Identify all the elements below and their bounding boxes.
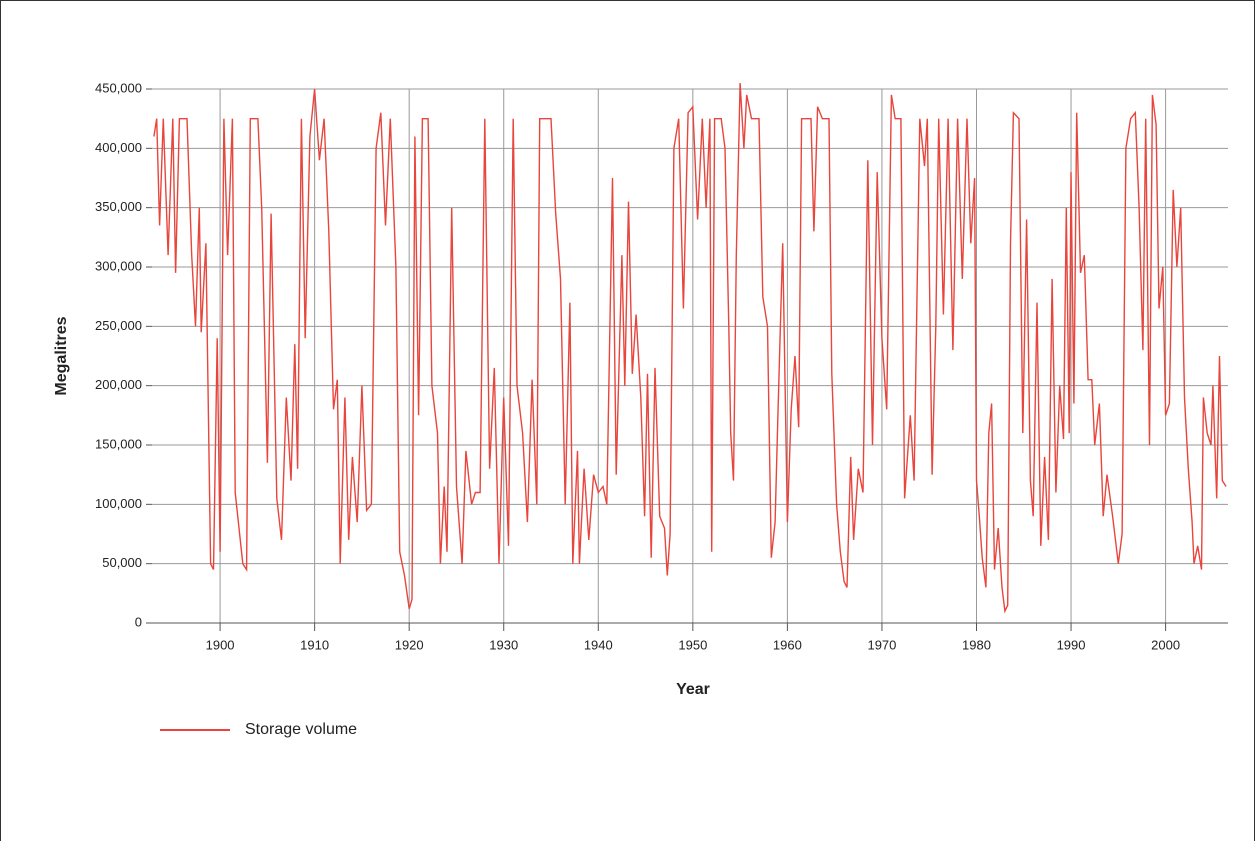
x-tick-label: 1970 — [867, 637, 896, 652]
x-axis-title: Year — [676, 681, 710, 698]
x-tick-label: 1980 — [962, 637, 991, 652]
x-tick-label: 1910 — [300, 637, 329, 652]
legend-label: Storage volume — [245, 721, 357, 738]
x-tick-label: 1990 — [1057, 637, 1086, 652]
y-tick-label: 100,000 — [95, 496, 142, 511]
y-tick-label: 350,000 — [95, 199, 142, 214]
y-tick-label: 300,000 — [95, 258, 142, 273]
y-tick-label: 50,000 — [102, 555, 142, 570]
y-tick-label: 450,000 — [95, 80, 142, 95]
y-axis-title: Megalitres — [53, 316, 70, 395]
series-line — [153, 83, 1227, 614]
x-tick-label: 1960 — [773, 637, 802, 652]
y-tick-label: 250,000 — [95, 318, 142, 333]
y-tick-label: 0 — [135, 614, 142, 629]
x-tick-label: 1900 — [206, 637, 235, 652]
y-tick-label: 150,000 — [95, 436, 142, 451]
x-tick-label: 2000 — [1151, 637, 1180, 652]
x-tick-label: 1920 — [395, 637, 424, 652]
y-tick-label: 400,000 — [95, 140, 142, 155]
y-tick-label: 200,000 — [95, 377, 142, 392]
x-tick-label: 1950 — [678, 637, 707, 652]
x-tick-label: 1930 — [489, 637, 518, 652]
x-tick-label: 1940 — [584, 637, 613, 652]
